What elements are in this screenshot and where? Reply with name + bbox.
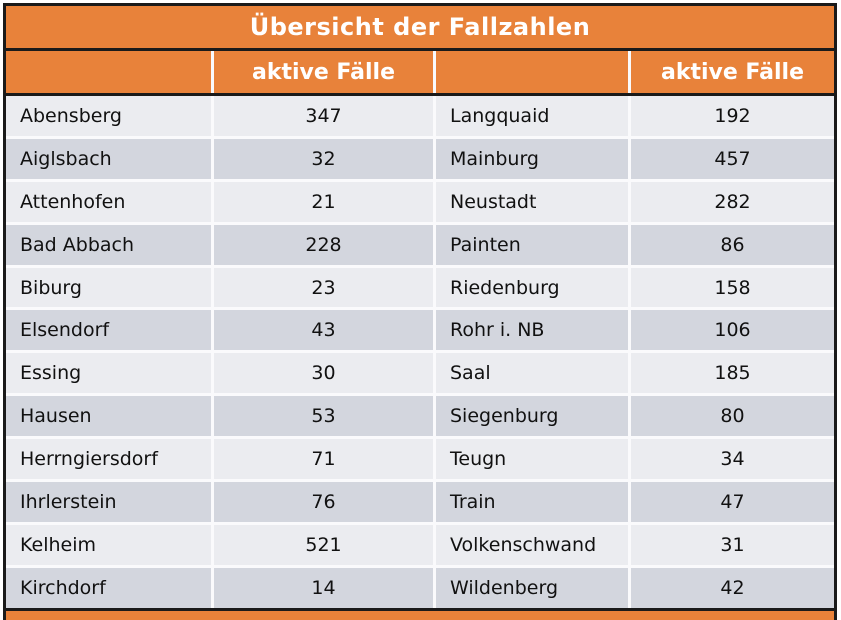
cases-cell: 71 <box>214 439 433 480</box>
municipality-cell: Hausen <box>6 396 211 437</box>
municipality-cell: Aiglsbach <box>6 138 211 179</box>
header-separator <box>6 93 834 96</box>
municipality-cell: Riedenburg <box>436 267 628 308</box>
cases-cell: 30 <box>214 353 433 394</box>
municipality-cell: Abensberg <box>6 96 211 136</box>
cases-cell: 521 <box>214 524 433 565</box>
cases-cell: 42 <box>631 567 834 608</box>
municipality-cell: Attenhofen <box>6 181 211 222</box>
bottom-separator <box>6 608 834 611</box>
cases-cell: 80 <box>631 396 834 437</box>
table-title-row: Übersicht der Fallzahlen <box>6 6 834 48</box>
municipality-cell: Painten <box>436 224 628 265</box>
municipality-cell: Mainburg <box>436 138 628 179</box>
column-header-row: aktive Fälle aktive Fälle <box>6 51 834 93</box>
municipality-cell: Kirchdorf <box>6 567 211 608</box>
fallzahlen-table: Übersicht der Fallzahlen aktive Fälle ak… <box>3 3 837 620</box>
municipality-cell: Essing <box>6 353 211 394</box>
header-cell-empty-left <box>6 51 211 93</box>
municipality-cell: Siegenburg <box>436 396 628 437</box>
header-cell-empty-right <box>436 51 628 93</box>
cases-cell: 23 <box>214 267 433 308</box>
cases-cell: 34 <box>631 439 834 480</box>
municipality-cell: Bad Abbach <box>6 224 211 265</box>
header-cell-active-cases-left: aktive Fälle <box>214 51 433 93</box>
municipality-cell: Rohr i. NB <box>436 310 628 351</box>
cases-cell: 47 <box>631 482 834 522</box>
municipality-cell: Volkenschwand <box>436 524 628 565</box>
header-cell-active-cases-right: aktive Fälle <box>631 51 834 93</box>
municipality-cell: Kelheim <box>6 524 211 565</box>
municipality-cell: Wildenberg <box>436 567 628 608</box>
municipality-cell: Teugn <box>436 439 628 480</box>
municipality-cell: Neustadt <box>436 181 628 222</box>
cases-cell: 14 <box>214 567 433 608</box>
title-separator <box>6 48 834 51</box>
cases-cell: 53 <box>214 396 433 437</box>
municipality-cell: Ihrlerstein <box>6 482 211 522</box>
municipality-cell: Elsendorf <box>6 310 211 351</box>
municipality-cell: Langquaid <box>436 96 628 136</box>
cases-cell: 31 <box>631 524 834 565</box>
cases-cell: 192 <box>631 96 834 136</box>
cases-cell: 76 <box>214 482 433 522</box>
table-body: Abensberg 347 Langquaid 192 Aiglsbach 32 Mainb… <box>6 96 834 608</box>
cases-cell: 21 <box>214 181 433 222</box>
cases-cell: 185 <box>631 353 834 394</box>
cases-cell: 457 <box>631 138 834 179</box>
cases-cell: 347 <box>214 96 433 136</box>
municipality-cell: Herrngiersdorf <box>6 439 211 480</box>
municipality-cell: Train <box>436 482 628 522</box>
municipality-cell: Saal <box>436 353 628 394</box>
cases-cell: 228 <box>214 224 433 265</box>
footer-strip <box>6 611 834 620</box>
cases-cell: 282 <box>631 181 834 222</box>
table-title: Übersicht der Fallzahlen <box>249 13 591 41</box>
cases-cell: 106 <box>631 310 834 351</box>
cases-cell: 32 <box>214 138 433 179</box>
cases-cell: 86 <box>631 224 834 265</box>
cases-cell: 43 <box>214 310 433 351</box>
cases-cell: 158 <box>631 267 834 308</box>
municipality-cell: Biburg <box>6 267 211 308</box>
